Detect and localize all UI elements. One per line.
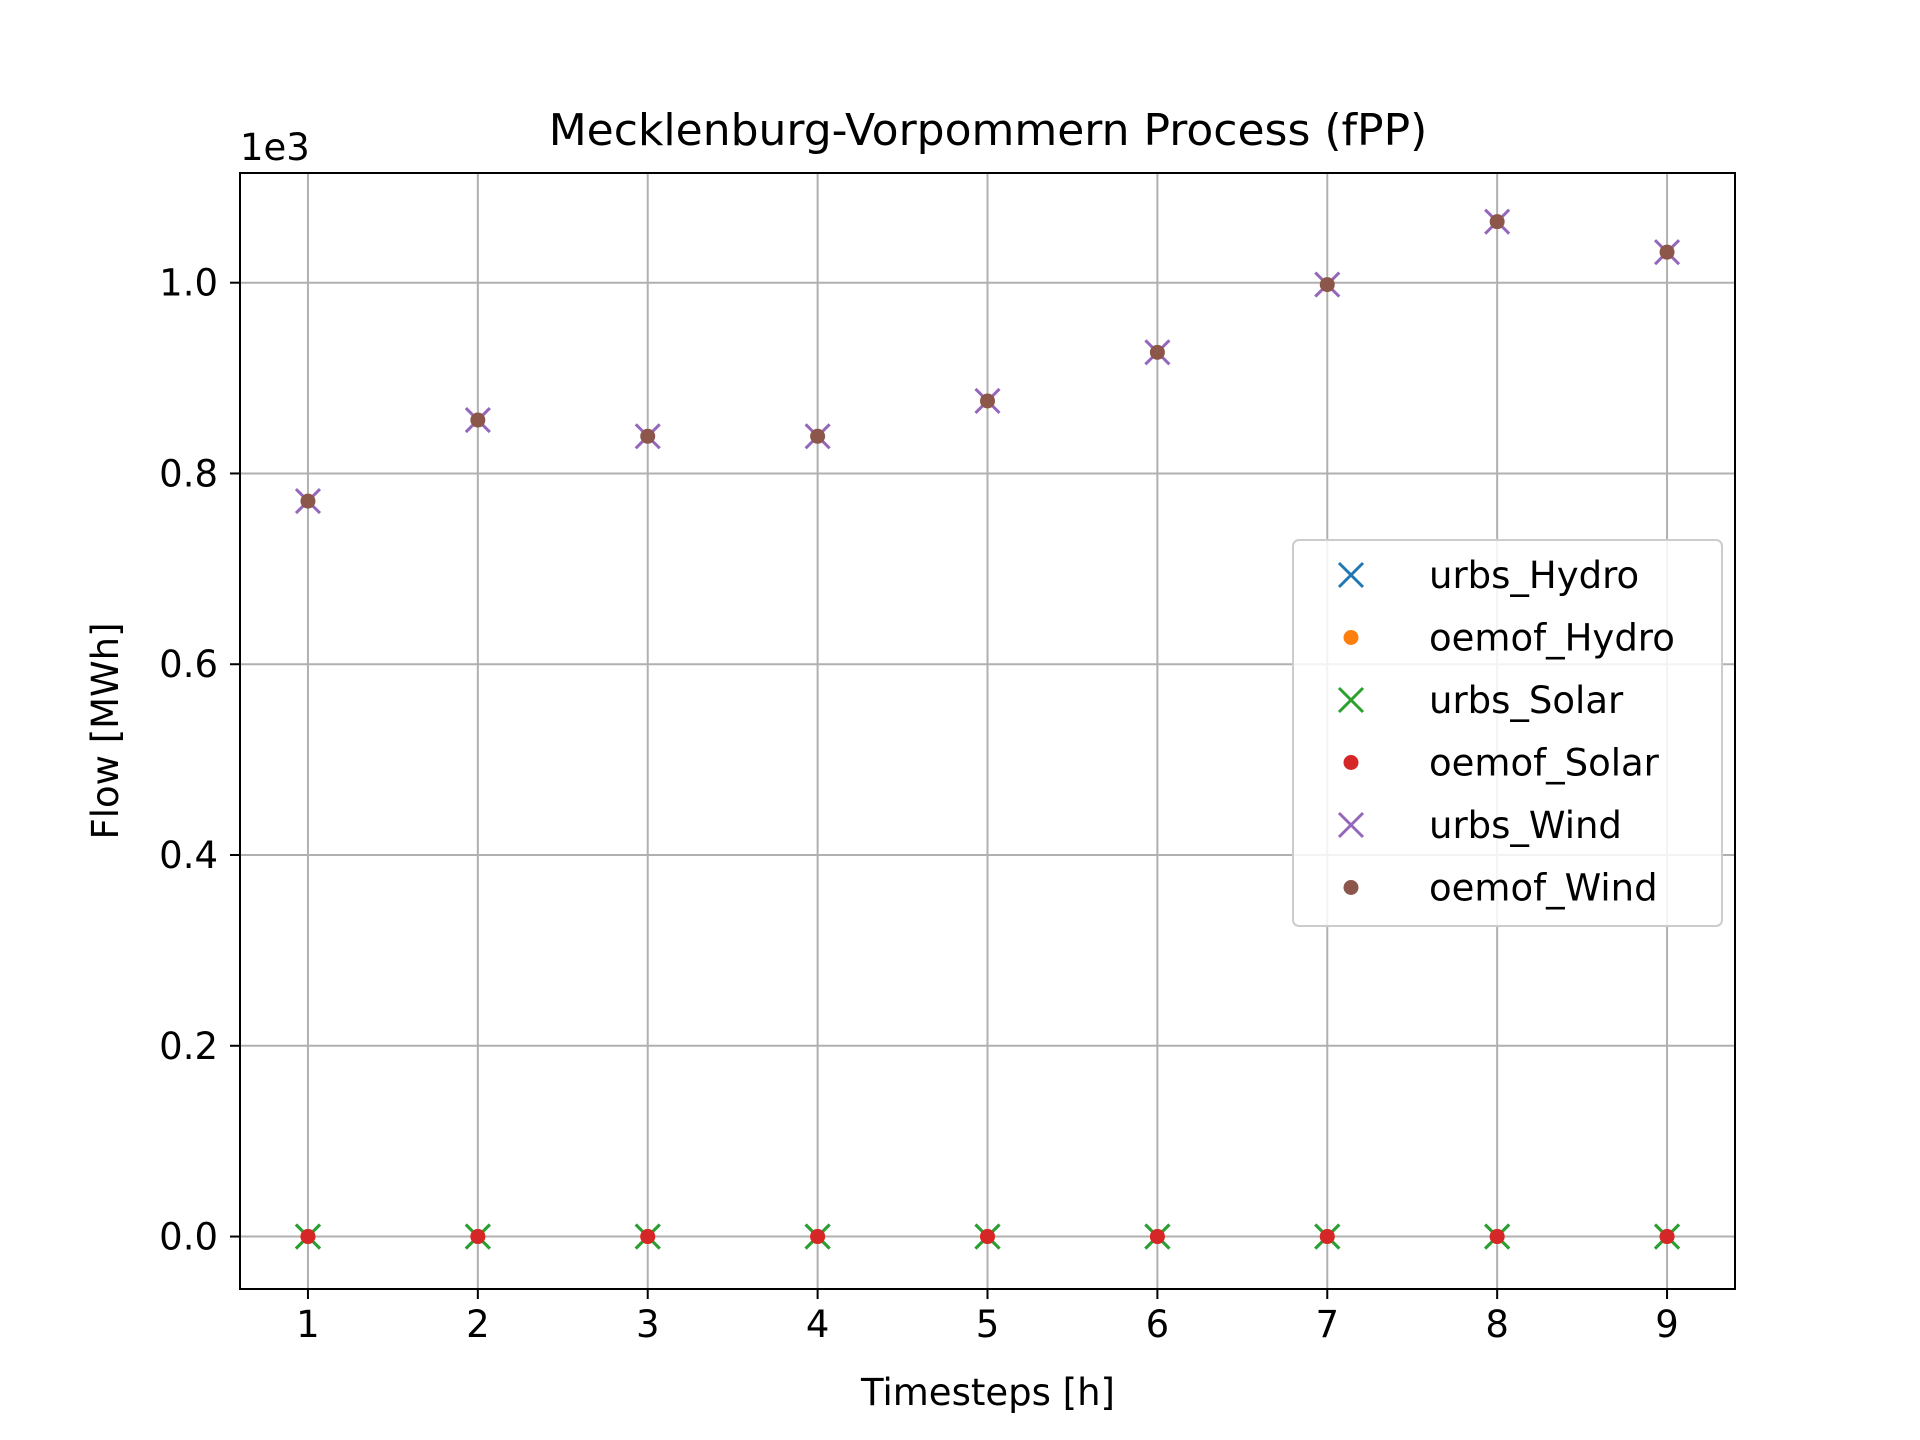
x-tick-label: 6 [1146, 1303, 1170, 1346]
point-oemof_Wind [1149, 344, 1165, 360]
point-oemof_Solar [1149, 1229, 1165, 1245]
x-tick-label: 3 [636, 1303, 660, 1346]
legend-label: urbs_Wind [1429, 804, 1622, 847]
x-tick-label: 2 [466, 1303, 490, 1346]
point-oemof_Solar [810, 1229, 826, 1245]
point-oemof_Wind [300, 493, 316, 509]
legend-marker-urbs_Hydro [1337, 561, 1365, 589]
point-oemof_Solar [1319, 1229, 1335, 1245]
y-tick-label: 0.6 [159, 643, 218, 686]
point-oemof_Wind [1659, 244, 1675, 260]
data-marks [294, 208, 1681, 1250]
y-tick-label: 0.0 [159, 1216, 218, 1259]
y-tick-label: 0.8 [159, 452, 218, 495]
point-oemof_Solar [1659, 1229, 1675, 1245]
y-tick-label: 1.0 [159, 262, 218, 305]
point-oemof_Wind [810, 428, 826, 444]
point-oemof_Wind [640, 428, 656, 444]
x-axis: 1 2 3 4 5 6 7 8 9 [296, 1289, 1679, 1346]
x-tick-label: 8 [1485, 1303, 1509, 1346]
y-axis-label: Flow [MWh] [84, 622, 127, 839]
legend-marker-urbs_Wind [1337, 811, 1365, 839]
x-tick-label: 9 [1655, 1303, 1679, 1346]
x-tick-label: 4 [806, 1303, 830, 1346]
point-oemof_Wind [470, 412, 486, 428]
x-tick-label: 7 [1315, 1303, 1339, 1346]
point-oemof_Wind [980, 393, 995, 409]
legend-marker-oemof_Solar [1343, 755, 1359, 770]
legend-marker-oemof_Hydro [1343, 630, 1359, 645]
point-oemof_Wind [1489, 214, 1505, 230]
y-offset-label: 1e3 [240, 126, 310, 169]
legend-marker-oemof_Wind [1343, 880, 1359, 895]
legend-label: urbs_Solar [1429, 679, 1624, 722]
legend-label: urbs_Hydro [1429, 554, 1639, 597]
point-oemof_Solar [980, 1229, 995, 1245]
series-oemof_Solar [300, 1229, 1675, 1245]
y-axis: 0.0 0.2 0.4 0.6 0.8 1.0 [159, 262, 240, 1259]
legend-label: oemof_Solar [1429, 742, 1660, 785]
legend-label: oemof_Wind [1429, 867, 1658, 910]
point-oemof_Solar [640, 1229, 656, 1245]
x-axis-label: Timesteps [h] [860, 1371, 1115, 1414]
x-tick-label: 5 [976, 1303, 1000, 1346]
y-tick-label: 0.2 [159, 1025, 218, 1068]
x-tick-label: 1 [296, 1303, 320, 1346]
point-oemof_Solar [1489, 1229, 1505, 1245]
chart-title: Mecklenburg-Vorpommern Process (fPP) [549, 105, 1428, 156]
legend: urbs_Hydro oemof_Hydro urbs_Solar oemof_Sol… [1292, 539, 1723, 927]
legend-label: oemof_Hydro [1429, 617, 1675, 660]
point-oemof_Wind [1319, 277, 1335, 293]
point-oemof_Solar [470, 1229, 486, 1245]
legend-box [1292, 539, 1723, 927]
y-tick-label: 0.4 [159, 834, 218, 877]
series-oemof_Wind [300, 214, 1675, 509]
legend-marker-urbs_Solar [1337, 686, 1365, 714]
point-oemof_Solar [300, 1229, 316, 1245]
